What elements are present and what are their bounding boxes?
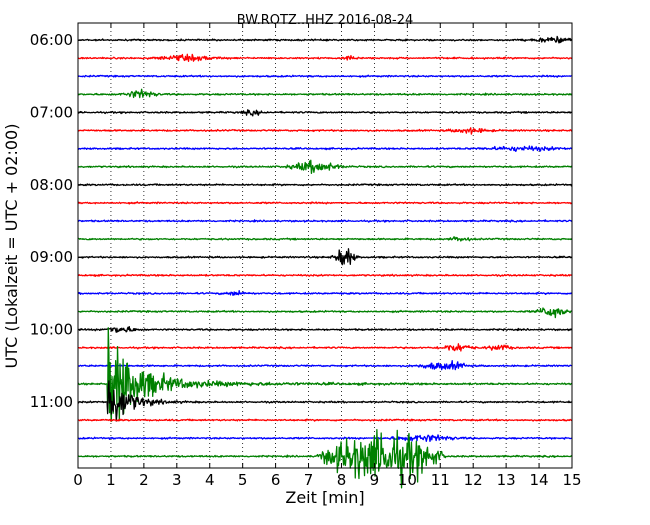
trace-0945 (77, 307, 573, 319)
trace-0815 (77, 201, 573, 205)
x-tick-label: 7 (304, 471, 314, 489)
trace-0800 (77, 183, 573, 187)
trace-1100 (77, 380, 573, 422)
trace-0930 (77, 290, 573, 297)
trace-0600 (77, 35, 573, 44)
chart-title: BW.ROTZ..HHZ 2016-08-24 (237, 13, 413, 28)
x-tick-label: 1 (106, 471, 116, 489)
trace-0645 (77, 88, 573, 99)
x-axis-label: Zeit [min] (285, 488, 364, 507)
x-tick-label: 13 (497, 471, 516, 489)
x-tick-label: 6 (271, 471, 281, 489)
trace-0630 (77, 74, 573, 78)
trace-0845 (77, 236, 573, 242)
x-tick-label: 8 (337, 471, 347, 489)
x-tick-label: 3 (172, 471, 182, 489)
y-tick-label: 08:00 (30, 176, 73, 194)
x-tick-label: 4 (205, 471, 215, 489)
x-tick-label: 11 (431, 471, 450, 489)
trace-0900 (77, 248, 573, 266)
y-tick-label: 06:00 (30, 31, 73, 49)
x-tick-label: 12 (464, 471, 483, 489)
plot-frame (77, 22, 573, 469)
x-tick-label: 10 (398, 471, 417, 489)
trace-0715 (77, 127, 573, 135)
x-tick-label: 9 (370, 471, 380, 489)
y-axis-ticks: 06:00 07:00 08:00 09:00 10:00 11:00 (30, 31, 572, 411)
trace-0745 (77, 159, 573, 175)
x-axis-ticks: 0 1 2 3 4 5 6 7 8 9 10 11 12 13 14 15 (73, 23, 582, 489)
trace-1115 (77, 418, 573, 422)
trace-1130 (77, 434, 573, 443)
trace-0700 (77, 109, 573, 117)
y-axis-label: UTC (Lokalzeit = UTC + 02:00) (2, 124, 21, 369)
trace-1000 (77, 325, 573, 333)
seismic-traces (77, 35, 573, 489)
y-tick-label: 09:00 (30, 248, 73, 266)
y-tick-label: 10:00 (30, 321, 73, 339)
trace-1030 (77, 360, 573, 371)
trace-0915 (77, 273, 573, 277)
y-tick-label: 07:00 (30, 103, 73, 121)
x-tick-label: 0 (73, 471, 83, 489)
trace-1045 (77, 327, 573, 422)
x-tick-label: 15 (562, 471, 581, 489)
y-tick-label: 11:00 (30, 393, 73, 411)
trace-1145 (77, 429, 573, 489)
x-tick-label: 2 (139, 471, 149, 489)
x-tick-label: 14 (530, 471, 549, 489)
trace-1015 (77, 343, 573, 352)
x-tick-label: 5 (238, 471, 248, 489)
trace-0615 (77, 53, 573, 63)
trace-0830 (77, 219, 573, 223)
trace-0730 (77, 145, 573, 153)
